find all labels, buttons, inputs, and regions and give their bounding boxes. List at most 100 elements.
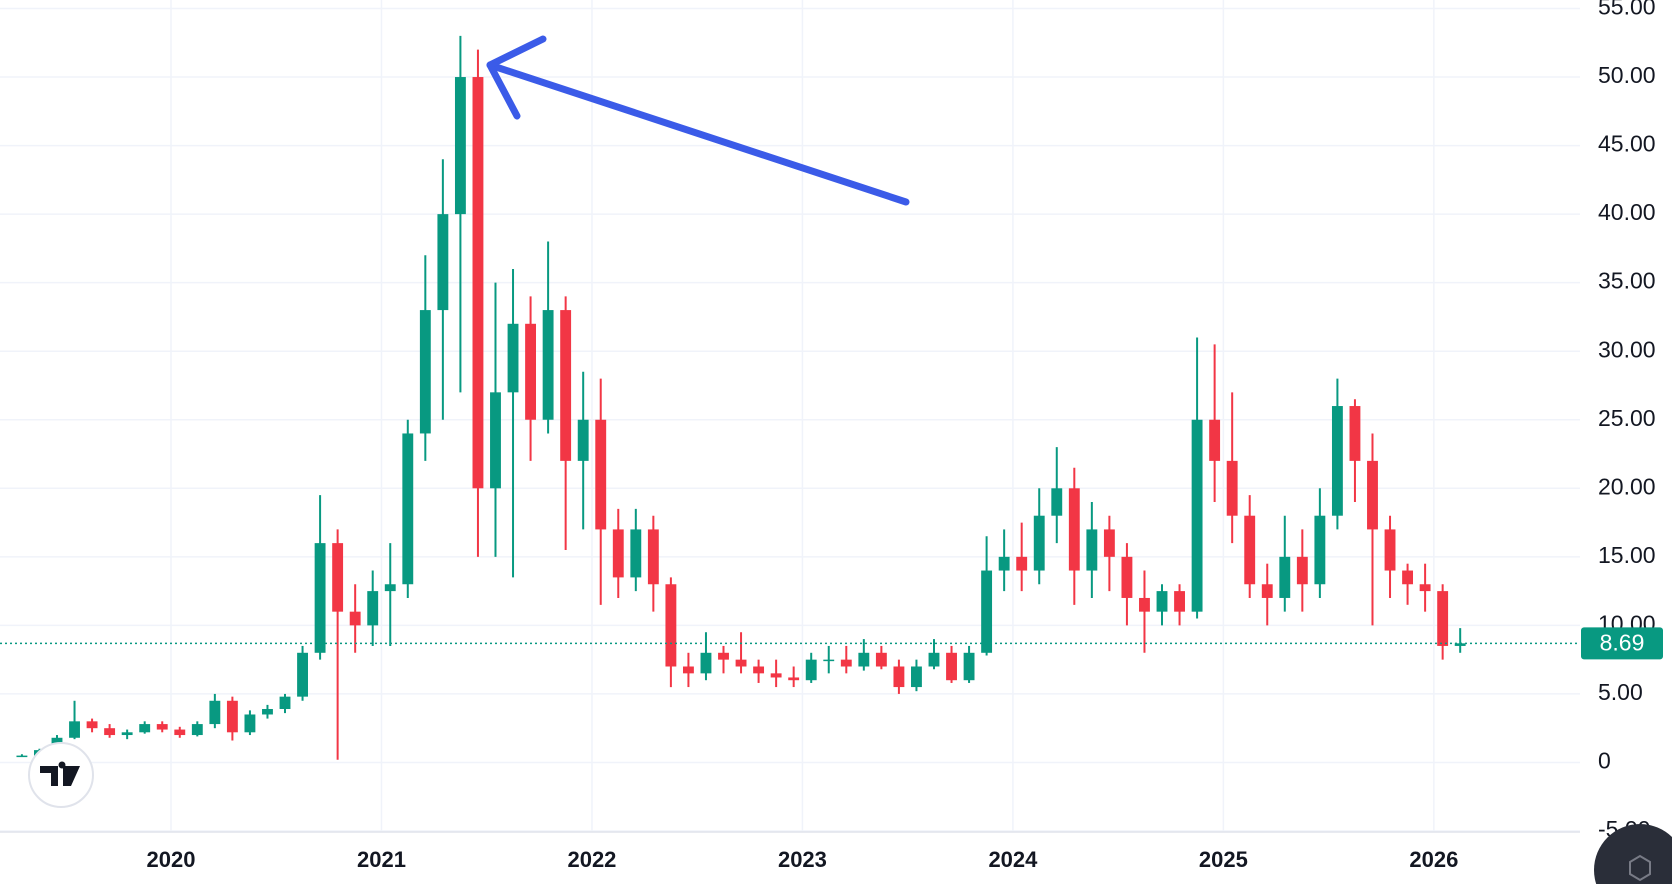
candle-body — [297, 652, 308, 697]
candle-body — [1226, 460, 1238, 516]
candle-body — [384, 584, 396, 592]
candle-body — [507, 323, 519, 393]
candle-body — [1016, 556, 1028, 571]
candle-body — [718, 652, 729, 660]
candle-body — [595, 419, 607, 530]
candle-body — [121, 732, 133, 736]
arrow-annotation — [486, 35, 910, 206]
y-tick-label: 25.00 — [1598, 405, 1656, 431]
candle-body — [700, 652, 712, 674]
y-tick-label: 35.00 — [1598, 268, 1656, 294]
candle-body — [1244, 515, 1256, 585]
candle-body — [735, 659, 747, 667]
candle-body — [682, 666, 694, 674]
candle-body — [981, 570, 993, 653]
x-tick-label: 2022 — [567, 847, 616, 872]
candle-body — [1191, 419, 1203, 612]
candle-body — [805, 659, 817, 681]
candle-body — [1068, 488, 1080, 571]
candle-body — [1139, 597, 1150, 612]
candle-body — [1033, 515, 1045, 571]
logo-badge — [28, 742, 94, 808]
candle-body — [209, 700, 221, 725]
y-tick-label: 15.00 — [1598, 542, 1656, 568]
arrow-head — [486, 35, 547, 120]
candle-body — [402, 433, 414, 585]
candle-body — [454, 77, 466, 215]
candle-body — [560, 310, 572, 461]
candle-body — [893, 666, 905, 688]
y-tick-label: 55.00 — [1598, 0, 1656, 20]
candle-body — [332, 543, 344, 612]
candle-body — [1367, 460, 1378, 530]
candle-body — [665, 584, 677, 667]
candle-body — [139, 724, 151, 733]
y-tick-label: 0 — [1598, 748, 1611, 774]
x-tick-label: 2025 — [1199, 847, 1248, 872]
candle-body — [472, 77, 484, 489]
candle-body — [191, 724, 203, 736]
last-price-label: 8.69 — [1600, 629, 1645, 655]
candle-body — [437, 214, 449, 311]
candle-body — [1419, 584, 1431, 592]
candle-body — [156, 724, 168, 730]
candle-body — [858, 652, 870, 667]
x-tick-label: 2023 — [778, 847, 827, 872]
candle-body — [788, 677, 800, 681]
candle-body — [630, 529, 642, 578]
candle-body — [542, 310, 554, 420]
candle-body — [647, 529, 659, 585]
candle-body — [1402, 570, 1414, 585]
candle-body — [69, 721, 80, 738]
candle-body — [419, 310, 431, 434]
candle-body — [1209, 419, 1221, 461]
settings-button[interactable] — [1594, 824, 1672, 884]
candle-body — [1279, 556, 1291, 598]
candle-body — [174, 729, 186, 736]
candle-body — [1086, 529, 1098, 571]
candle-body — [1103, 529, 1115, 557]
y-tick-label: 50.00 — [1598, 62, 1656, 88]
candle-body — [1384, 529, 1396, 571]
y-tick-label: 5.00 — [1598, 679, 1643, 705]
candle-body — [1296, 556, 1308, 585]
settings-icon[interactable] — [1629, 854, 1651, 882]
grid — [0, 0, 1580, 832]
candle-body — [244, 714, 256, 733]
candle-body — [1156, 591, 1168, 612]
x-tick-label: 2021 — [357, 847, 406, 872]
candle-body — [770, 673, 782, 678]
candle-body — [1174, 591, 1185, 612]
settings-circle[interactable] — [1594, 824, 1672, 884]
candle-body — [226, 700, 238, 733]
candle-body — [1121, 556, 1133, 598]
candle-body — [840, 659, 852, 667]
y-tick-label: 45.00 — [1598, 131, 1656, 157]
candle-body — [946, 652, 957, 681]
candle-body — [1314, 515, 1326, 585]
candle-body — [86, 721, 98, 729]
x-tick-label: 2026 — [1409, 847, 1458, 872]
y-tick-label: 20.00 — [1598, 473, 1656, 499]
candle-body — [349, 611, 361, 626]
candle-body — [1051, 488, 1063, 516]
x-tick-label: 2020 — [147, 847, 196, 872]
logo-mark — [40, 766, 80, 786]
candle-body — [367, 591, 379, 626]
candle-body — [104, 728, 116, 736]
last-price-box — [1581, 627, 1663, 660]
logo-dot — [58, 761, 66, 769]
candle-body — [1349, 406, 1361, 461]
logo — [28, 742, 94, 808]
candle-body — [490, 392, 501, 489]
candle-body — [753, 666, 765, 674]
candle-body — [928, 652, 940, 667]
candle-body — [911, 666, 922, 688]
y-tick-label: 30.00 — [1598, 336, 1656, 362]
candle-body — [1454, 643, 1466, 646]
candle-body — [963, 652, 975, 681]
candle-body — [314, 543, 326, 653]
